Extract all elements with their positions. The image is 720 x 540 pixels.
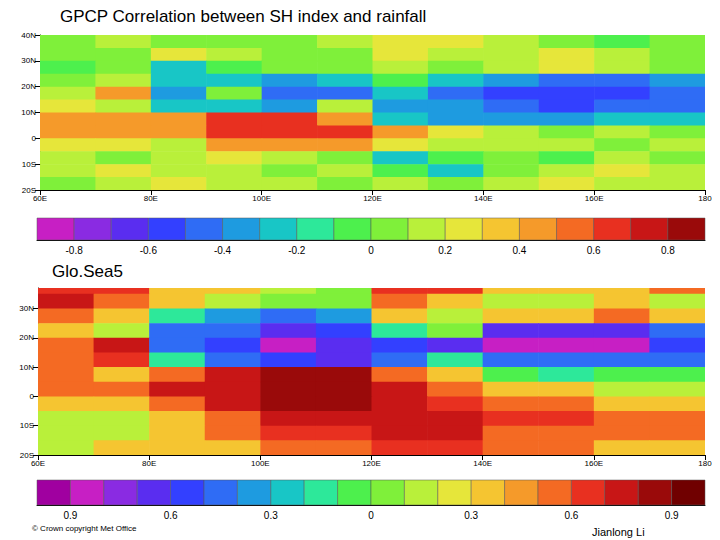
- svg-text:0.3: 0.3: [464, 510, 478, 521]
- svg-text:160E: 160E: [585, 194, 604, 203]
- svg-text:Jianlong Li: Jianlong Li: [592, 526, 645, 538]
- svg-text:-0.2: -0.2: [288, 245, 306, 256]
- svg-text:0.6: 0.6: [164, 510, 178, 521]
- svg-text:10S: 10S: [20, 421, 34, 430]
- svg-text:10N: 10N: [19, 363, 34, 372]
- svg-text:60E: 60E: [31, 459, 45, 468]
- svg-text:0: 0: [32, 134, 37, 143]
- svg-text:0.9: 0.9: [665, 510, 679, 521]
- svg-text:0.2: 0.2: [438, 245, 452, 256]
- svg-text:Glo.Sea5: Glo.Sea5: [52, 262, 123, 281]
- svg-text:0: 0: [368, 245, 374, 256]
- svg-text:120E: 120E: [363, 194, 382, 203]
- svg-text:30N: 30N: [19, 304, 34, 313]
- svg-text:0.4: 0.4: [512, 245, 526, 256]
- svg-text:160E: 160E: [584, 459, 603, 468]
- svg-text:20N: 20N: [19, 333, 34, 342]
- svg-text:140E: 140E: [473, 459, 492, 468]
- svg-text:0: 0: [30, 392, 35, 401]
- svg-text:10S: 10S: [22, 160, 36, 169]
- svg-text:100E: 100E: [252, 194, 271, 203]
- svg-text:40N: 40N: [21, 31, 36, 40]
- svg-text:0.8: 0.8: [661, 245, 675, 256]
- svg-text:© Crown copyright Met Office: © Crown copyright Met Office: [32, 524, 137, 533]
- svg-text:100E: 100E: [251, 459, 270, 468]
- svg-text:-0.8: -0.8: [65, 245, 83, 256]
- svg-text:0.9: 0.9: [63, 510, 77, 521]
- svg-text:0.6: 0.6: [587, 245, 601, 256]
- svg-text:30N: 30N: [21, 56, 36, 65]
- svg-text:20S: 20S: [19, 450, 34, 460]
- svg-text:20S: 20S: [21, 185, 36, 195]
- svg-text:180: 180: [698, 194, 712, 203]
- svg-text:0: 0: [368, 510, 374, 521]
- svg-text:140E: 140E: [474, 194, 493, 203]
- svg-text:80E: 80E: [144, 194, 158, 203]
- svg-text:-0.4: -0.4: [214, 245, 232, 256]
- svg-text:180: 180: [698, 459, 712, 468]
- svg-text:80E: 80E: [142, 459, 156, 468]
- svg-text:120E: 120E: [362, 459, 381, 468]
- svg-text:GPCP Correlation between SH in: GPCP Correlation between SH index and ra…: [60, 7, 426, 26]
- svg-text:0.6: 0.6: [564, 510, 578, 521]
- svg-text:60E: 60E: [33, 194, 47, 203]
- svg-text:-0.6: -0.6: [140, 245, 158, 256]
- svg-text:10N: 10N: [21, 108, 36, 117]
- svg-text:0.3: 0.3: [264, 510, 278, 521]
- svg-text:20N: 20N: [21, 82, 36, 91]
